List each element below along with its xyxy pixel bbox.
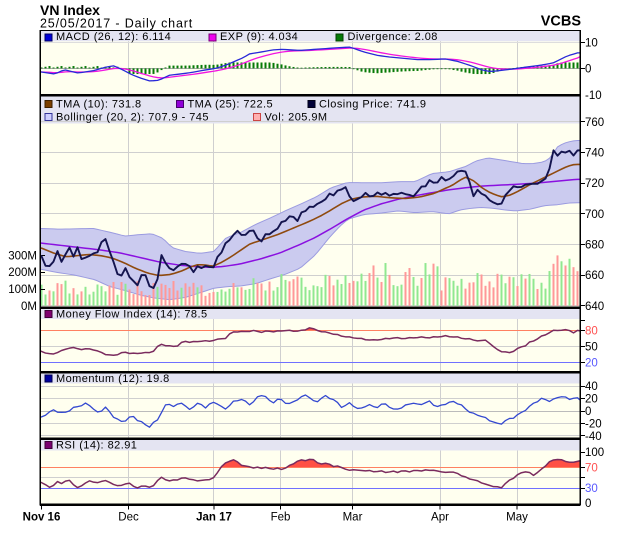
svg-text:Momentum (12): 19.8: Momentum (12): 19.8 (56, 373, 170, 385)
svg-text:VCBS: VCBS (541, 14, 582, 30)
svg-text:May: May (506, 512, 528, 524)
svg-text:Vol: 205.9M: Vol: 205.9M (265, 112, 328, 124)
svg-text:720: 720 (585, 178, 604, 190)
svg-text:Mar: Mar (343, 512, 363, 524)
svg-text:TMA (10): 731.8: TMA (10): 731.8 (56, 99, 142, 111)
svg-text:200M: 200M (8, 267, 37, 279)
svg-text:MACD (26, 12): 6.114: MACD (26, 12): 6.114 (56, 31, 171, 43)
svg-text:VN Index: VN Index (40, 2, 100, 18)
svg-text:100: 100 (585, 447, 604, 459)
svg-text:RSI (14): 82.91: RSI (14): 82.91 (56, 439, 137, 451)
svg-text:640: 640 (585, 301, 604, 313)
svg-text:Money Flow Index (14): 78.5: Money Flow Index (14): 78.5 (56, 308, 208, 320)
svg-text:-40: -40 (585, 431, 602, 443)
svg-text:Jan 17: Jan 17 (196, 512, 232, 524)
svg-text:760: 760 (585, 117, 604, 129)
svg-text:EXP (9): 4.034: EXP (9): 4.034 (220, 31, 298, 43)
svg-text:660: 660 (585, 270, 604, 282)
svg-text:0: 0 (585, 498, 591, 510)
svg-text:700: 700 (585, 209, 604, 221)
svg-text:70: 70 (585, 463, 598, 475)
svg-text:50: 50 (585, 342, 598, 354)
svg-text:Apr: Apr (431, 512, 449, 524)
svg-text:680: 680 (585, 240, 604, 252)
svg-text:20: 20 (585, 394, 598, 406)
svg-text:Bollinger (20, 2): 707.9 - 745: Bollinger (20, 2): 707.9 - 745 (56, 112, 209, 124)
svg-text:-10: -10 (585, 90, 602, 102)
svg-text:0: 0 (585, 63, 591, 75)
svg-text:0M: 0M (21, 301, 37, 313)
svg-text:Closing Price: 741.9: Closing Price: 741.9 (319, 99, 426, 111)
svg-text:Divergence: 2.08: Divergence: 2.08 (348, 31, 438, 43)
svg-text:0: 0 (585, 406, 591, 418)
svg-text:10: 10 (585, 38, 598, 50)
svg-text:100M: 100M (8, 284, 37, 296)
svg-text:Dec: Dec (118, 512, 139, 524)
svg-text:40: 40 (585, 381, 598, 393)
svg-text:Nov 16: Nov 16 (23, 512, 61, 524)
svg-text:30: 30 (585, 483, 598, 495)
svg-text:25/05/2017 - Daily chart: 25/05/2017 - Daily chart (40, 17, 193, 31)
svg-text:TMA (25): 722.5: TMA (25): 722.5 (188, 99, 274, 111)
svg-text:300M: 300M (8, 250, 37, 262)
svg-text:-20: -20 (585, 418, 602, 430)
svg-text:20: 20 (585, 358, 598, 370)
svg-text:80: 80 (585, 326, 598, 338)
svg-text:740: 740 (585, 148, 604, 160)
svg-text:Feb: Feb (271, 512, 291, 524)
